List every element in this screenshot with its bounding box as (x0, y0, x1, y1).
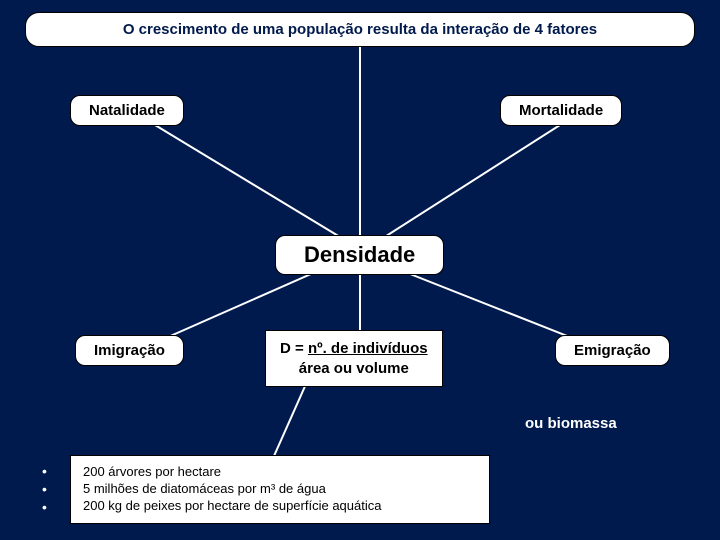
biomassa-label: ou biomassa (525, 415, 617, 432)
example-item: 200 árvores por hectare (83, 464, 477, 479)
bullet-icon: • (42, 499, 47, 515)
formula-denominator: área ou volume (280, 359, 428, 379)
node-label: Emigração (574, 342, 651, 359)
example-item: 200 kg de peixes por hectare de superfíc… (83, 498, 477, 513)
node-label: Mortalidade (519, 102, 603, 119)
formula-prefix: D = (280, 340, 308, 357)
examples-box: 200 árvores por hectare 5 milhões de diat… (70, 455, 490, 524)
node-imigracao: Imigração (75, 335, 184, 366)
example-item: 5 milhões de diatomáceas por m³ de água (83, 481, 477, 496)
node-mortalidade: Mortalidade (500, 95, 622, 126)
node-label: Imigração (94, 342, 165, 359)
formula-numerator: nº. de indivíduos (308, 340, 428, 357)
bullet-icon: • (42, 481, 47, 497)
node-label: Densidade (304, 242, 415, 267)
formula-box: D = nº. de indivíduos área ou volume (265, 330, 443, 387)
node-label: Natalidade (89, 102, 165, 119)
node-emigracao: Emigração (555, 335, 670, 366)
title-text: O crescimento de uma população resulta d… (123, 21, 597, 38)
bullet-icon: • (42, 463, 47, 479)
node-densidade: Densidade (275, 235, 444, 275)
formula-line1: D = nº. de indivíduos (280, 339, 428, 359)
title-bar: O crescimento de uma população resulta d… (25, 12, 695, 47)
node-natalidade: Natalidade (70, 95, 184, 126)
